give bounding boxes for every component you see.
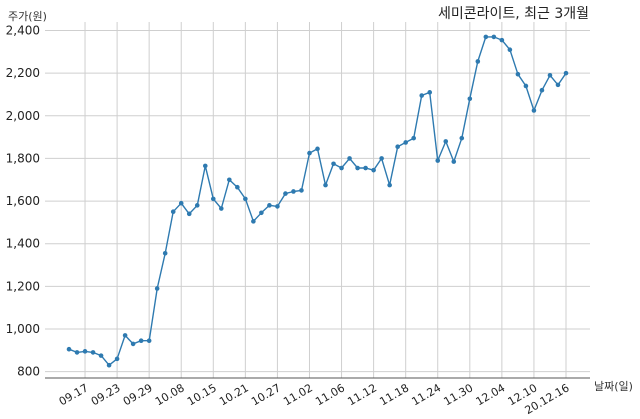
x-tick-label: 09.17 bbox=[57, 381, 91, 408]
y-tick-label: 1,200 bbox=[6, 279, 40, 293]
y-tick-label: 1,800 bbox=[6, 151, 40, 165]
x-tick-label: 10.21 bbox=[217, 381, 251, 408]
data-point bbox=[194, 203, 200, 208]
x-tick-label: 11.02 bbox=[281, 381, 315, 408]
data-point bbox=[475, 59, 481, 64]
data-point bbox=[435, 158, 441, 163]
data-point bbox=[555, 82, 561, 88]
data-point bbox=[515, 71, 521, 77]
data-point bbox=[323, 182, 328, 188]
y-tick-labels: 800 1,000 1,200 1,400 1,600 1,800 2,000 2,200 2,… bbox=[6, 24, 40, 379]
data-point bbox=[138, 338, 144, 343]
data-point bbox=[531, 108, 537, 113]
data-point bbox=[170, 209, 176, 215]
data-point bbox=[82, 349, 88, 354]
data-point bbox=[90, 350, 96, 355]
x-tick-label: 10.08 bbox=[153, 381, 187, 408]
x-tick-label: 11.12 bbox=[345, 381, 379, 408]
data-point bbox=[259, 210, 264, 216]
y-tick-label: 800 bbox=[17, 365, 40, 379]
data-point bbox=[411, 135, 416, 141]
data-point bbox=[331, 161, 336, 167]
data-point bbox=[267, 203, 272, 208]
x-tick-label: 11.18 bbox=[377, 381, 411, 408]
x-tick-labels: 09.1709.2309.2910.0810.1510.2110.2711.02… bbox=[57, 381, 572, 417]
data-point bbox=[66, 346, 72, 352]
data-point bbox=[451, 159, 457, 164]
y-tick-label: 2,400 bbox=[6, 24, 40, 38]
data-point bbox=[563, 70, 569, 76]
y-axis-label: 주가(원) bbox=[8, 10, 47, 23]
data-point bbox=[202, 163, 208, 169]
x-tick-label: 09.23 bbox=[89, 381, 123, 408]
data-point bbox=[283, 191, 288, 196]
data-point bbox=[275, 204, 280, 209]
data-point bbox=[539, 87, 545, 93]
data-point bbox=[523, 83, 529, 89]
data-point bbox=[403, 140, 408, 145]
y-tick-label: 2,200 bbox=[6, 66, 40, 80]
data-point bbox=[299, 188, 304, 193]
data-point bbox=[347, 156, 352, 161]
x-tick-label: 11.06 bbox=[313, 381, 347, 408]
x-tick-label: 12.04 bbox=[474, 381, 508, 408]
y-tick-label: 1,400 bbox=[6, 237, 40, 251]
data-point bbox=[154, 286, 160, 291]
data-point bbox=[547, 72, 553, 78]
data-point bbox=[219, 206, 224, 211]
chart-title: 세미콘라이트, 최근 3개월 bbox=[438, 6, 589, 22]
y-tick-label: 1,600 bbox=[6, 194, 40, 208]
data-point bbox=[122, 333, 128, 338]
data-point bbox=[363, 165, 368, 171]
data-point bbox=[355, 165, 360, 171]
data-point bbox=[339, 165, 344, 171]
data-point bbox=[427, 90, 433, 95]
data-point bbox=[491, 34, 497, 40]
grid-lines bbox=[45, 22, 590, 378]
data-point bbox=[395, 144, 400, 150]
x-tick-label: 10.27 bbox=[249, 381, 283, 408]
data-point bbox=[419, 93, 425, 98]
data-point bbox=[443, 139, 449, 144]
y-tick-label: 1,000 bbox=[6, 322, 40, 336]
data-point bbox=[251, 219, 256, 224]
x-tick-label: 09.29 bbox=[121, 381, 155, 408]
data-point bbox=[130, 341, 136, 347]
data-point bbox=[227, 177, 232, 183]
data-point bbox=[98, 353, 104, 358]
data-point bbox=[307, 150, 312, 156]
data-point bbox=[291, 189, 296, 194]
data-point bbox=[186, 211, 192, 217]
data-point bbox=[379, 156, 384, 161]
data-point bbox=[467, 96, 473, 102]
data-point bbox=[459, 135, 465, 141]
data-point bbox=[243, 196, 248, 202]
x-tick-label: 11.30 bbox=[442, 381, 476, 408]
data-point bbox=[483, 34, 489, 40]
x-axis-label: 날짜(일) bbox=[594, 379, 633, 393]
data-point bbox=[235, 184, 240, 190]
price-series bbox=[66, 34, 569, 368]
data-point bbox=[114, 356, 120, 362]
x-tick-label: 10.15 bbox=[185, 381, 219, 408]
data-point bbox=[210, 196, 216, 202]
x-tick-label: 11.24 bbox=[409, 381, 443, 408]
data-point bbox=[162, 250, 168, 256]
data-point bbox=[387, 182, 392, 188]
data-point bbox=[106, 362, 112, 368]
data-point bbox=[74, 350, 80, 355]
data-point bbox=[499, 37, 505, 43]
data-point bbox=[146, 338, 152, 343]
data-point bbox=[507, 47, 513, 53]
data-point bbox=[178, 200, 184, 206]
data-point bbox=[315, 146, 320, 152]
data-point bbox=[371, 167, 376, 173]
y-tick-label: 2,000 bbox=[6, 109, 40, 123]
